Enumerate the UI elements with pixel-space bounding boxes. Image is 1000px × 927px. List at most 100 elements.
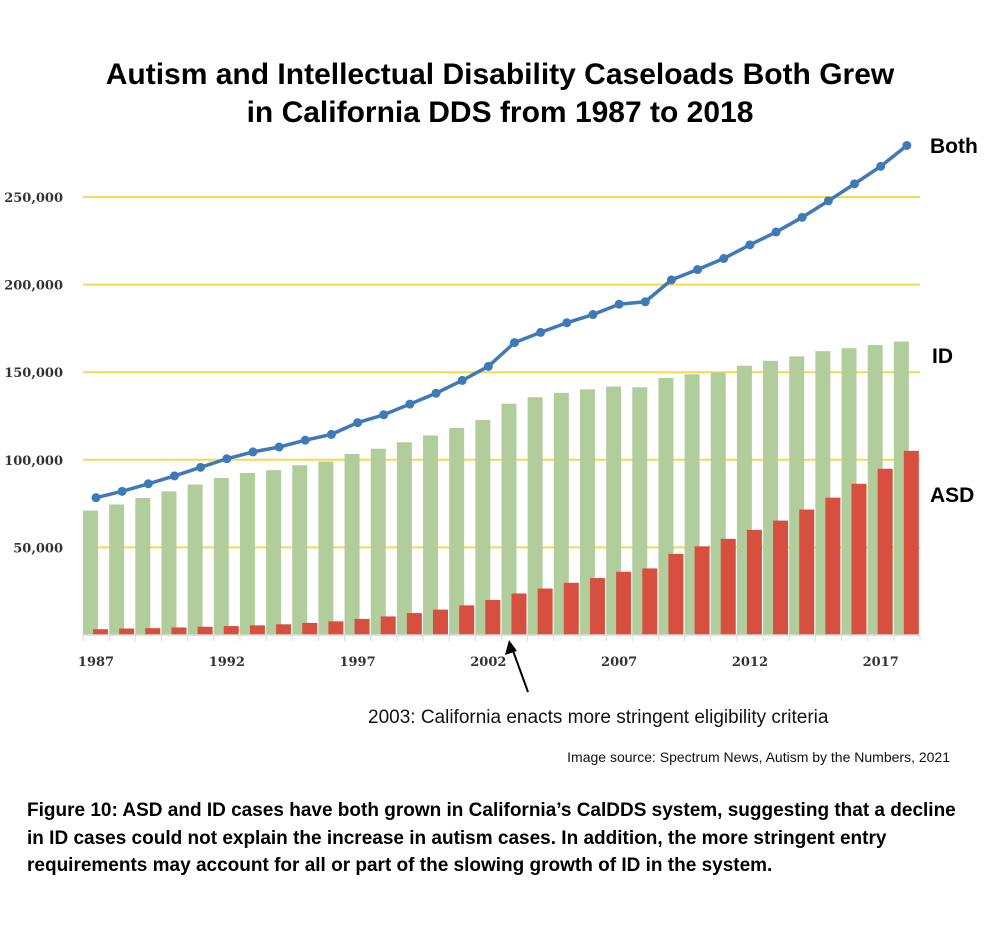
bar-asd-2011 [720, 538, 736, 635]
bar-asd-2010 [694, 546, 710, 635]
point-both-2018 [902, 140, 912, 150]
point-both-1999 [405, 399, 415, 409]
bar-id-1997 [344, 454, 360, 635]
bar-asd-1997 [354, 618, 370, 635]
x-tick-label: 2002 [470, 655, 506, 670]
point-both-1987 [91, 493, 101, 503]
bar-asd-2014 [799, 509, 815, 635]
line-both [95, 144, 908, 500]
series-label-both: Both [930, 135, 978, 158]
point-both-2008 [640, 297, 650, 307]
point-both-1990 [169, 471, 179, 481]
bar-asd-2016 [851, 483, 867, 635]
bar-asd-2002 [485, 599, 501, 635]
annotation-arrow [511, 647, 529, 693]
point-both-1994 [274, 442, 284, 452]
bar-id-2002 [475, 420, 491, 635]
point-both-1995 [300, 435, 310, 445]
bar-asd-1992 [223, 626, 239, 635]
bar-asd-2017 [877, 468, 893, 635]
bar-asd-2013 [773, 520, 789, 635]
bar-asd-2015 [825, 497, 841, 635]
bar-asd-2012 [746, 529, 762, 635]
image-source: Image source: Spectrum News, Autism by t… [567, 749, 950, 765]
x-tick-label: 2007 [601, 655, 637, 670]
point-both-2009 [666, 275, 676, 285]
point-both-1988 [117, 486, 127, 496]
y-tick-label: 200,000 [4, 279, 63, 294]
bar-asd-2004 [537, 588, 553, 635]
point-both-2004 [536, 327, 546, 337]
bar-asd-2001 [459, 605, 475, 635]
bar-asd-1987 [93, 629, 108, 635]
bar-asd-1998 [380, 616, 396, 635]
bar-id-1987 [83, 510, 98, 635]
annotation-text: 2003: California enacts more stringent e… [368, 707, 829, 728]
point-both-2016 [850, 179, 860, 189]
bar-id-1991 [187, 484, 203, 635]
point-both-2000 [431, 388, 441, 398]
point-both-2013 [771, 227, 781, 237]
bar-id-2006 [579, 389, 595, 635]
x-tick-label: 2012 [732, 655, 768, 670]
bar-id-1994 [266, 470, 282, 635]
point-both-2007 [614, 299, 624, 309]
bar-asd-2006 [589, 578, 605, 635]
bar-id-2005 [553, 392, 569, 635]
title-line-1: Autism and Intellectual Disability Casel… [105, 58, 895, 91]
title-line-2: in California DDS from 1987 to 2018 [246, 96, 754, 129]
bar-asd-2018 [903, 450, 919, 635]
bar-asd-2003 [511, 593, 527, 635]
point-both-1991 [196, 462, 206, 472]
bar-id-1996 [318, 461, 334, 635]
x-tick-label: 1987 [78, 655, 114, 670]
bar-id-2000 [423, 435, 439, 635]
bar-asd-1990 [171, 627, 187, 635]
chart-title: Autism and Intellectual Disability Casel… [0, 56, 1000, 132]
point-both-2015 [823, 196, 833, 206]
x-tick-label: 1992 [209, 655, 245, 670]
point-both-1997 [353, 418, 363, 428]
arrow-head-icon [505, 640, 517, 655]
bar-asd-2009 [668, 553, 684, 635]
bar-id-1993 [239, 472, 255, 635]
bar-asd-2005 [563, 582, 579, 635]
bar-id-1995 [292, 465, 308, 635]
bar-id-1988 [109, 504, 125, 635]
bar-id-1992 [213, 478, 229, 635]
y-tick-label: 100,000 [4, 454, 63, 469]
figure-caption: Figure 10: ASD and ID cases have both gr… [27, 800, 956, 876]
point-both-1998 [379, 410, 389, 420]
bar-id-2003 [501, 403, 517, 635]
y-tick-label: 50,000 [13, 541, 63, 556]
bar-asd-2007 [616, 571, 632, 635]
point-both-2011 [719, 253, 729, 263]
point-both-2001 [457, 375, 467, 385]
point-both-2003 [510, 338, 519, 348]
series-label-id: ID [932, 345, 953, 368]
point-both-2017 [876, 161, 886, 171]
bar-asd-1988 [119, 628, 135, 635]
point-both-1992 [222, 454, 232, 464]
point-both-2012 [745, 240, 755, 250]
bar-id-1998 [370, 448, 386, 635]
point-both-2006 [588, 310, 598, 320]
y-tick-label: 250,000 [4, 191, 63, 206]
bar-asd-1991 [197, 626, 213, 635]
point-both-1993 [248, 447, 258, 457]
bar-asd-2000 [433, 609, 449, 635]
point-both-2010 [693, 265, 703, 275]
point-both-2014 [797, 212, 807, 222]
x-tick-label: 2017 [863, 655, 899, 670]
bar-id-2004 [527, 397, 543, 635]
point-both-2002 [483, 361, 493, 371]
bar-asd-1989 [145, 628, 161, 635]
bar-id-2001 [449, 427, 465, 635]
bar-asd-1995 [302, 622, 318, 635]
point-both-1989 [143, 479, 153, 489]
point-both-2005 [562, 318, 572, 328]
bar-asd-1994 [276, 624, 292, 635]
x-tick-label: 1997 [339, 655, 375, 670]
bar-asd-1993 [249, 625, 265, 635]
